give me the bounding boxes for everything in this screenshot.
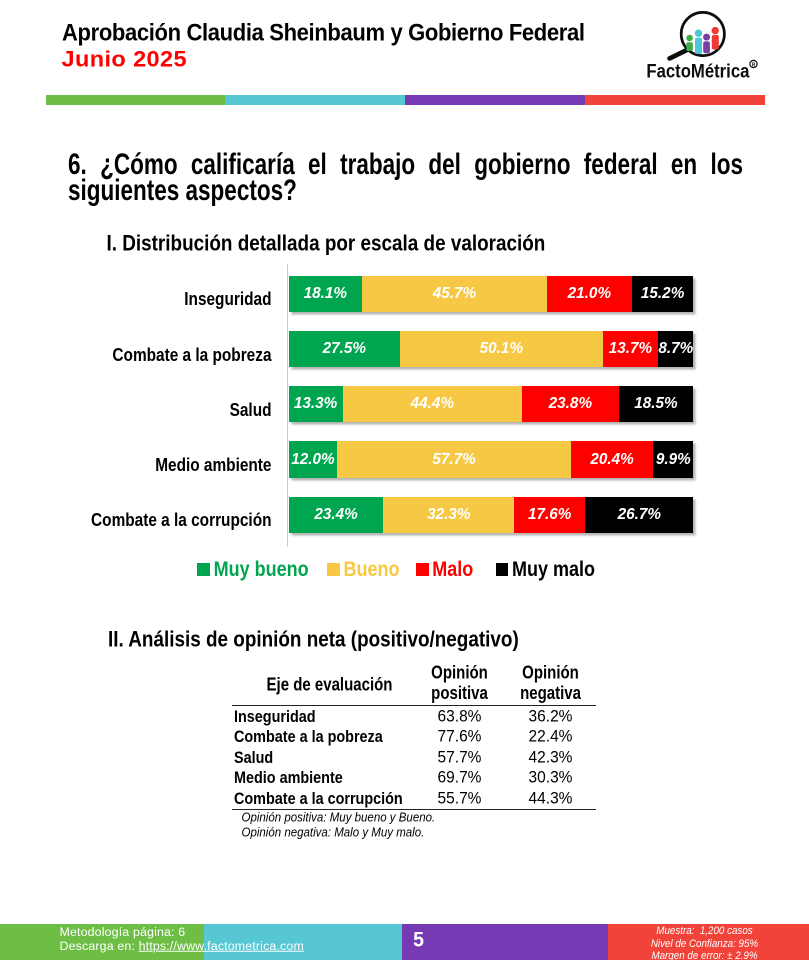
svg-text:R: R xyxy=(752,62,756,68)
svg-text:FactoMétrica: FactoMétrica xyxy=(646,61,749,82)
